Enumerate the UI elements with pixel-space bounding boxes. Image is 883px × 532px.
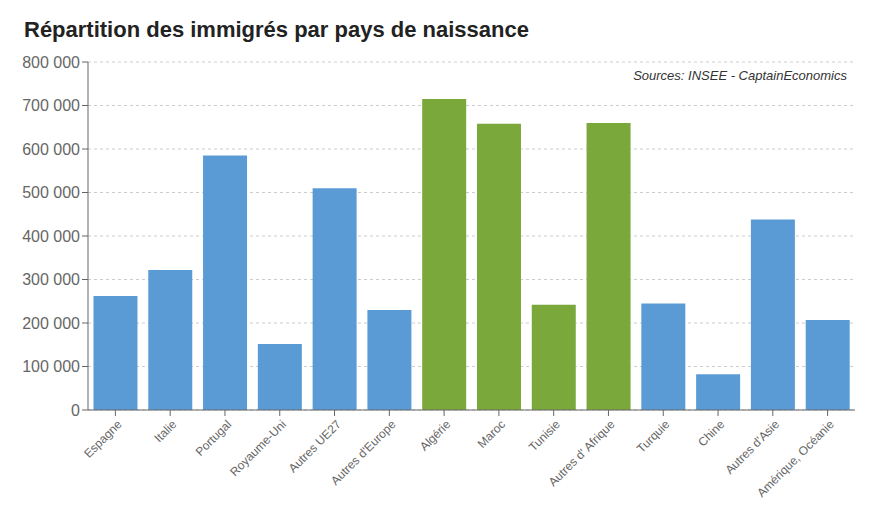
html-text:Répartition des immigrés par p: Répartition des immigrés par pays de nai… <box>24 17 529 42</box>
svg-text:Portugal: Portugal <box>193 417 235 459</box>
svg-text:400 000: 400 000 <box>22 228 80 245</box>
svg-text:Autres d' Afrique: Autres d' Afrique <box>546 417 618 489</box>
svg-text:Amérique, Océanie: Amérique, Océanie <box>754 417 837 500</box>
svg-text:Algérie: Algérie <box>417 417 454 454</box>
svg-text:Tunisie: Tunisie <box>526 417 563 454</box>
svg-text:200 000: 200 000 <box>22 315 80 332</box>
svg-text:100 000: 100 000 <box>22 358 80 375</box>
svg-text:500 000: 500 000 <box>22 184 80 201</box>
svg-text:Autres UE27: Autres UE27 <box>286 417 344 475</box>
svg-text:Chine: Chine <box>695 417 727 449</box>
svg-text:Royaume-Uni: Royaume-Uni <box>227 417 289 479</box>
svg-text:700 000: 700 000 <box>22 97 80 114</box>
svg-text:Autres d'Europe: Autres d'Europe <box>328 417 399 488</box>
svg-text:0: 0 <box>71 402 80 419</box>
svg-text:600 000: 600 000 <box>22 141 80 158</box>
svg-text:300 000: 300 000 <box>22 271 80 288</box>
html-text:Sources: INSEE - CaptainEconom: Sources: INSEE - CaptainEconomics <box>633 68 847 83</box>
svg-text:Autres d'Asie: Autres d'Asie <box>722 417 782 477</box>
svg-text:Maroc: Maroc <box>475 417 508 450</box>
svg-text:Italie: Italie <box>152 417 180 445</box>
svg-text:Espagne: Espagne <box>81 417 125 461</box>
svg-text:800 000: 800 000 <box>22 54 80 71</box>
svg-text:Turquie: Turquie <box>634 417 673 456</box>
